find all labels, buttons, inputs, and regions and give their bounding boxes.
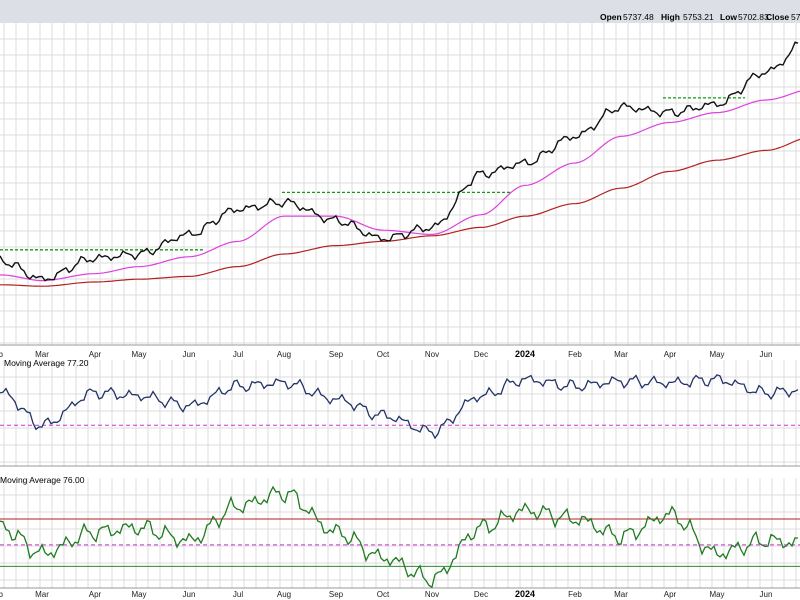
breadth-panel-2: Feb Mar Apr May Jun Jul Aug Sep Oct Nov Dec 2024 Feb… (0, 478, 800, 599)
x-tick-label: Aug (277, 350, 291, 359)
high-label: High (661, 12, 680, 22)
breadth2-grid (0, 478, 800, 588)
x-tick-label: Nov (425, 590, 439, 599)
x-tick-label: Dec (474, 590, 488, 599)
ma_fast-line (0, 90, 800, 282)
x-tick-label: May (709, 590, 724, 599)
panel1-label: Moving Average 77.20 (4, 358, 89, 368)
breadth2-line (0, 485, 799, 589)
x-tick-label: Apr (89, 590, 102, 599)
x-tick-label: Apr (664, 350, 677, 359)
x-tick-label: Feb (568, 350, 582, 359)
low-label: Low (720, 12, 737, 22)
x-tick-label: Jul (233, 590, 243, 599)
x-tick-label: Apr (89, 350, 102, 359)
x-tick-label: Mar (35, 350, 49, 359)
x-tick-label: Aug (277, 590, 291, 599)
close-value: 57 (791, 12, 800, 22)
breadth1-line (0, 374, 799, 440)
panel2-label: Moving Average 76.00 (0, 475, 85, 485)
close-label: Close (766, 12, 789, 22)
ma_slow-line (0, 138, 800, 287)
x-tick-label: Nov (425, 350, 439, 359)
x-tick-label: Mar (614, 350, 628, 359)
x-tick-label: May (709, 350, 724, 359)
open-label: Open (600, 12, 622, 22)
ohlc-readout: Open 5737.48 High 5753.21 Low 5702.83 Cl… (600, 12, 800, 22)
x-tick-label: 2024 (515, 349, 535, 359)
x-tick-label: Oct (377, 350, 390, 359)
x-tick-label: Mar (35, 590, 49, 599)
x-tick-label: Feb (0, 350, 3, 359)
x-tick-label: Sep (329, 350, 344, 359)
price-line (0, 41, 799, 282)
x-tick-label: Jun (760, 350, 773, 359)
high-value: 5753.21 (683, 12, 714, 22)
price-grid (0, 23, 800, 345)
x-tick-label: May (131, 590, 146, 599)
breadth-panel-1 (0, 360, 800, 467)
x-tick-label: Jun (183, 590, 196, 599)
x-tick-label: Jul (233, 350, 243, 359)
x-tick-label: Sep (329, 590, 344, 599)
x-tick-label: Feb (568, 590, 582, 599)
low-value: 5702.83 (738, 12, 769, 22)
breadth1-grid (0, 360, 800, 466)
x-tick-label: Oct (377, 590, 390, 599)
price-panel: Feb Mar Apr May Jun Jul Aug Sep Oct Nov Dec 2024 Feb… (0, 23, 800, 359)
x-tick-label: May (131, 350, 146, 359)
x-tick-label: 2024 (515, 589, 535, 599)
x-tick-label: Dec (474, 350, 488, 359)
x-tick-label: Jun (183, 350, 196, 359)
x-tick-label: Mar (614, 590, 628, 599)
x-tick-label: Feb (0, 590, 3, 599)
x-tick-label: Apr (664, 590, 677, 599)
header-bar (0, 0, 800, 23)
x-tick-label: Jun (760, 590, 773, 599)
open-value: 5737.48 (623, 12, 654, 22)
